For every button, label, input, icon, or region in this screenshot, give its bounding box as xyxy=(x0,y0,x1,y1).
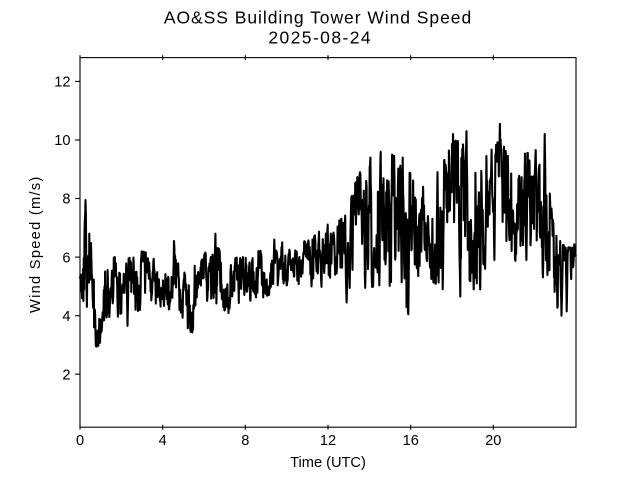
svg-text:4: 4 xyxy=(159,433,167,449)
svg-text:20: 20 xyxy=(485,433,501,449)
svg-text:Wind Speed (m/s): Wind Speed (m/s) xyxy=(28,175,44,313)
svg-text:AO&SS Building Tower Wind Spee: AO&SS Building Tower Wind Speed xyxy=(164,8,472,28)
svg-text:8: 8 xyxy=(62,192,70,208)
svg-text:16: 16 xyxy=(403,433,419,449)
svg-text:10: 10 xyxy=(54,133,70,149)
svg-text:12: 12 xyxy=(54,75,70,91)
svg-text:8: 8 xyxy=(241,433,249,449)
svg-text:4: 4 xyxy=(62,309,70,325)
svg-text:Time (UTC): Time (UTC) xyxy=(290,455,366,471)
svg-text:6: 6 xyxy=(62,250,70,266)
svg-text:12: 12 xyxy=(320,433,336,449)
svg-text:0: 0 xyxy=(76,433,84,449)
svg-text:2025-08-24: 2025-08-24 xyxy=(268,28,372,48)
svg-text:2: 2 xyxy=(62,367,70,383)
